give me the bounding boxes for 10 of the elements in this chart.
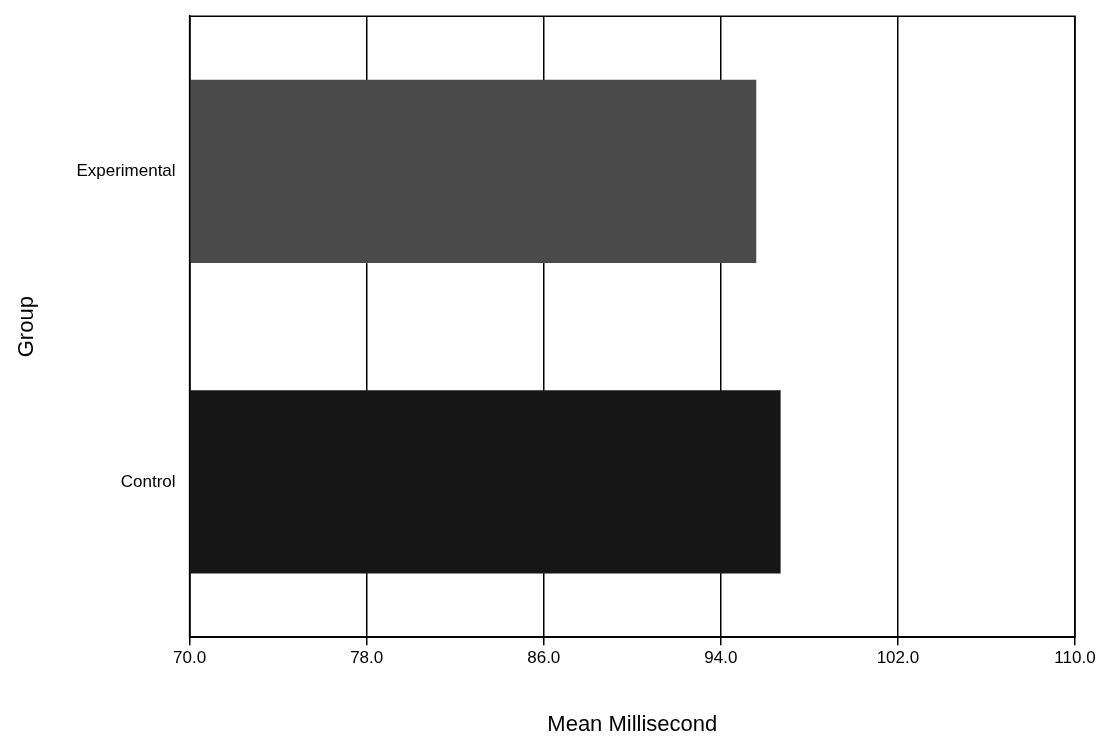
x-axis-title: Mean Millisecond — [547, 710, 718, 736]
x-tick-label: 70.0 — [173, 648, 207, 668]
x-tick-label: 78.0 — [350, 648, 384, 668]
x-tick-label: 110.0 — [1054, 648, 1096, 668]
y-tick-label: Control — [120, 471, 176, 491]
x-tick-label: 102.0 — [876, 648, 920, 668]
x-tick-label: 86.0 — [527, 648, 561, 668]
y-tick-label: Experimental — [76, 161, 176, 181]
x-tick-label: 94.0 — [704, 648, 738, 668]
y-axis-title: Group — [13, 296, 39, 358]
